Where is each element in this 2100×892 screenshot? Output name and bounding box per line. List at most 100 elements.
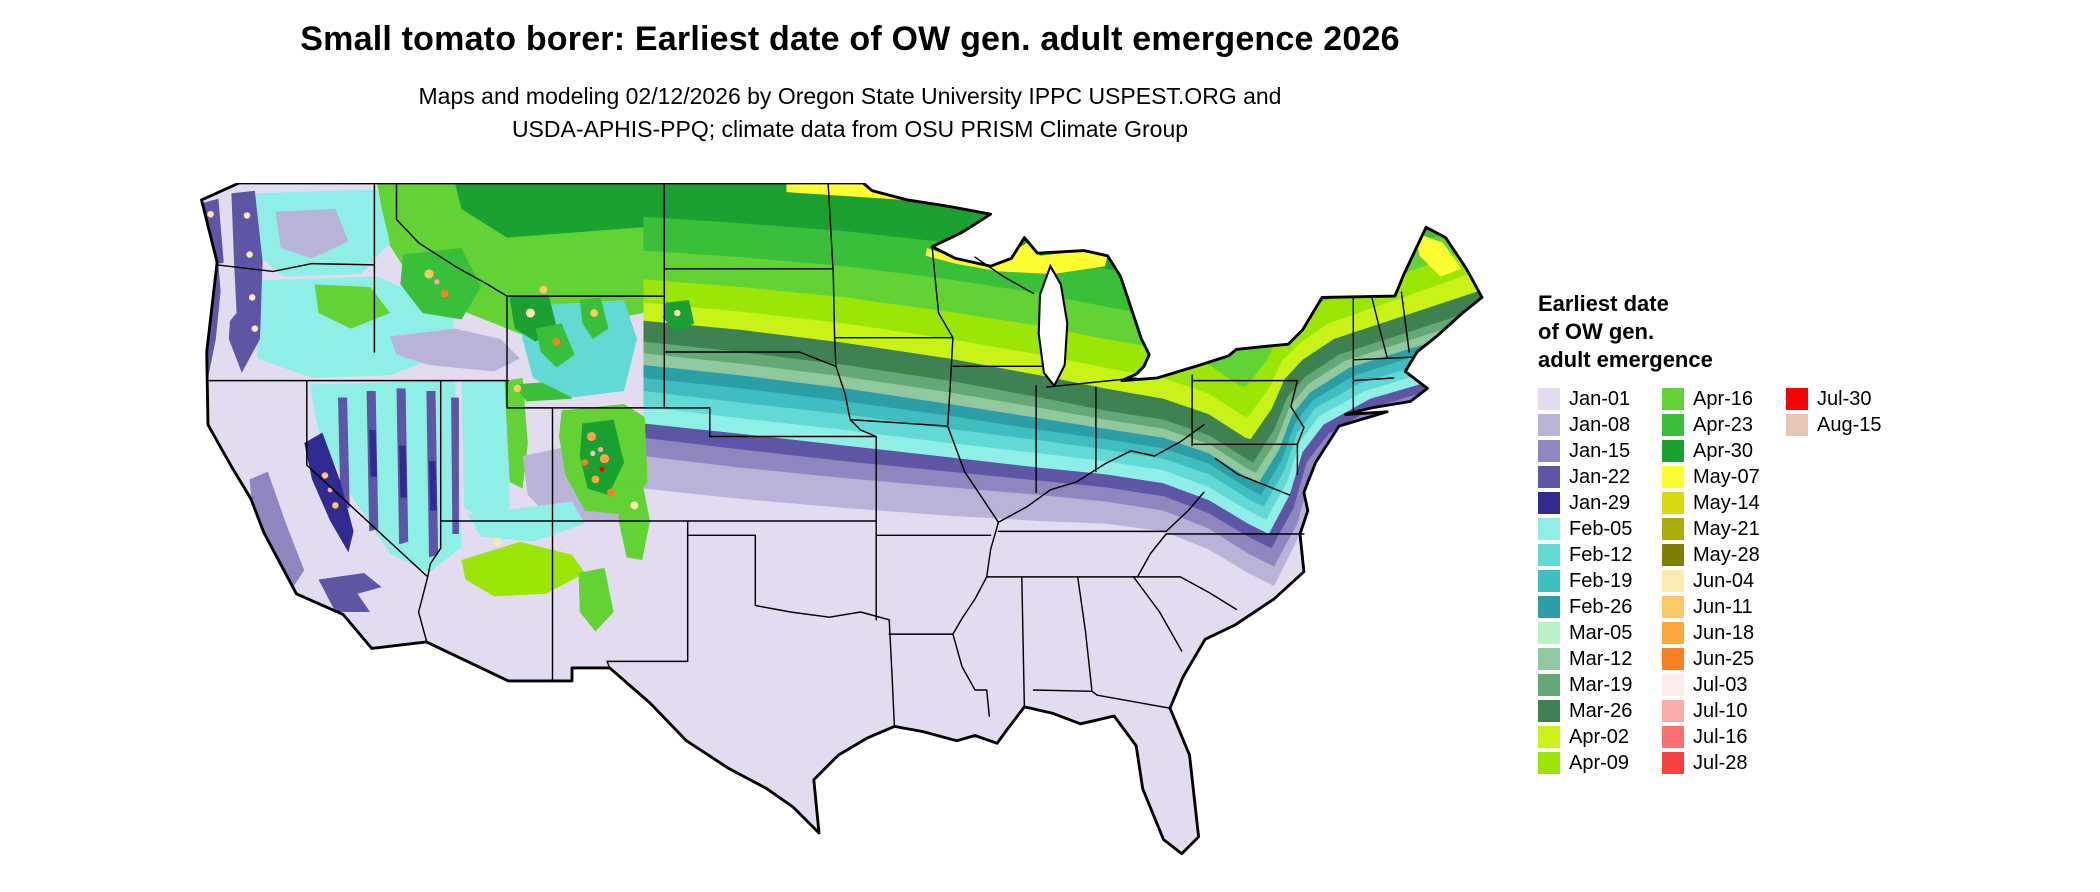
legend-entry-label: Jun-04 — [1693, 569, 1755, 592]
legend-swatch — [1538, 518, 1560, 540]
map-region-patch — [400, 248, 481, 320]
legend-swatch — [1538, 570, 1560, 592]
legend-entry: Mar-19 — [1538, 672, 1632, 698]
map-peak-patch — [599, 454, 610, 464]
map-region-patch — [455, 183, 644, 238]
legend-swatch — [1662, 440, 1684, 462]
legend-entry-label: Jul-16 — [1693, 725, 1748, 748]
legend-entry: Jan-08 — [1538, 412, 1632, 438]
legend-entry: Jan-01 — [1538, 386, 1632, 412]
legend-entry: May-14 — [1662, 490, 1760, 516]
legend-swatch — [1662, 492, 1684, 514]
legend-entry-label: Jan-01 — [1569, 387, 1631, 410]
map-peak-patch — [207, 210, 214, 218]
page-subtitle: Maps and modeling 02/12/2026 by Oregon S… — [200, 80, 1500, 146]
map-peak-patch — [586, 431, 597, 442]
legend-entry: Apr-09 — [1538, 750, 1632, 776]
legend-entry-label: Apr-23 — [1693, 413, 1754, 436]
map-region-patch — [338, 388, 459, 558]
legend-entry: Jul-10 — [1662, 698, 1760, 724]
legend-entry-label: Jan-29 — [1569, 491, 1631, 514]
map-region-patch — [249, 471, 305, 586]
legend-entry-label: May-21 — [1693, 517, 1760, 540]
map-peak-patch — [674, 309, 681, 317]
map-peak-patch — [494, 537, 502, 546]
legend-swatch — [1538, 726, 1560, 748]
map-region-patch — [461, 541, 585, 597]
legend-swatch — [1538, 648, 1560, 670]
legend-entry-label: Apr-16 — [1693, 387, 1754, 410]
legend-entry-label: Apr-09 — [1569, 751, 1630, 774]
legend-swatch — [1662, 518, 1684, 540]
map-region-patch — [578, 567, 614, 632]
legend-swatch — [1538, 544, 1560, 566]
legend-entry-label: Feb-19 — [1569, 569, 1633, 592]
us-emergence-map — [195, 181, 1495, 885]
legend-swatch — [1662, 752, 1684, 774]
legend-entry-label: Jan-08 — [1569, 413, 1631, 436]
legend-entry: May-21 — [1662, 516, 1760, 542]
legend-swatch — [1786, 388, 1808, 410]
legend-entry: Jan-29 — [1538, 490, 1632, 516]
legend-entry-label: Aug-15 — [1817, 413, 1882, 436]
legend-entry: Jul-16 — [1662, 724, 1760, 750]
legend-entry-label: Feb-05 — [1569, 517, 1633, 540]
map-peak-patch — [598, 446, 604, 453]
map-region-patch — [304, 432, 354, 553]
legend-swatch — [1538, 466, 1560, 488]
map-peak-patch — [424, 269, 434, 279]
legend-swatch — [1662, 700, 1684, 722]
legend-entry-label: May-14 — [1693, 491, 1760, 514]
legend-column-3: Jul-30 Aug-15 — [1786, 386, 1882, 438]
page-title: Small tomato borer: Earliest date of OW … — [300, 20, 1400, 58]
map-region-patch — [390, 328, 520, 372]
legend-entry: Jun-04 — [1662, 568, 1760, 594]
map-region-patch — [267, 437, 323, 563]
legend-entry: Apr-16 — [1662, 386, 1760, 412]
map-peak-patch — [513, 384, 522, 393]
legend-entry: Jul-28 — [1662, 750, 1760, 776]
legend-entry: Mar-05 — [1538, 620, 1632, 646]
map-region-patch — [535, 323, 575, 368]
map-peak-patch — [321, 472, 329, 479]
us-map-svg — [200, 181, 1484, 856]
legend-swatch — [1662, 648, 1684, 670]
legend-entry-label: Mar-12 — [1569, 647, 1633, 670]
legend-entry: May-07 — [1662, 464, 1760, 490]
legend-swatch — [1538, 492, 1560, 514]
legend-swatch — [1538, 414, 1560, 436]
legend-entry-label: Feb-26 — [1569, 595, 1633, 618]
legend-entry-label: May-07 — [1693, 465, 1760, 488]
map-peak-patch — [243, 212, 251, 219]
legend-swatch — [1538, 700, 1560, 722]
map-region-patch — [504, 378, 528, 489]
map-peak-patch — [590, 450, 596, 456]
legend-entry-label: Jan-22 — [1569, 465, 1631, 488]
legend-entry-label: Jun-25 — [1693, 647, 1755, 670]
map-peak-patch — [581, 459, 589, 466]
legend-column-2: Apr-16 Apr-23 Apr-30 May-07 May-14 May-21 May-… — [1662, 386, 1760, 776]
legend-title: Earliest date of OW gen. adult emergence — [1538, 290, 1713, 374]
legend-swatch — [1786, 414, 1808, 436]
map-peak-patch — [591, 475, 600, 484]
map-band — [925, 242, 1108, 274]
map-peak-patch — [246, 251, 253, 258]
legend-title-line-3: adult emergence — [1538, 347, 1713, 372]
legend-swatch — [1662, 544, 1684, 566]
legend-swatch — [1662, 622, 1684, 644]
map-peak-patch — [332, 502, 339, 509]
legend-entry: Jul-30 — [1786, 386, 1882, 412]
legend-swatch — [1538, 622, 1560, 644]
subtitle-line-1: Maps and modeling 02/12/2026 by Oregon S… — [418, 83, 1282, 109]
legend-entry: Apr-30 — [1662, 438, 1760, 464]
legend-swatch — [1662, 596, 1684, 618]
legend-entry: Jan-15 — [1538, 438, 1632, 464]
legend-entry-label: Jul-30 — [1817, 387, 1872, 410]
legend-column-1: Jan-01 Jan-08 Jan-15 Jan-22 Jan-29 Feb-05 Feb-… — [1538, 386, 1632, 776]
map-region-patch — [579, 297, 609, 339]
legend-entry: Jun-18 — [1662, 620, 1760, 646]
map-region-patch — [275, 209, 349, 259]
map-peak-patch — [434, 279, 440, 285]
map-high-elevation-patches — [207, 210, 681, 546]
